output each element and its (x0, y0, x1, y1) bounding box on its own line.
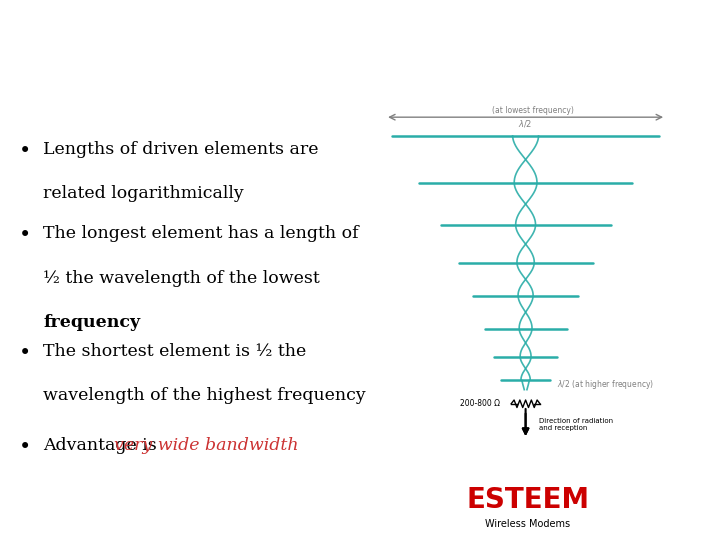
Text: The shortest element is ½ the: The shortest element is ½ the (43, 343, 307, 360)
Text: The longest element has a length of: The longest element has a length of (43, 225, 359, 242)
Text: $\lambda/2$ (at higher frequency): $\lambda/2$ (at higher frequency) (557, 379, 654, 392)
Text: •: • (19, 343, 32, 363)
Text: ESTEEM: ESTEEM (466, 485, 590, 514)
Text: •: • (19, 437, 32, 457)
Text: $\lambda/2$: $\lambda/2$ (518, 118, 533, 129)
Text: 📖: 📖 (22, 19, 37, 44)
Text: Lengths of driven elements are: Lengths of driven elements are (43, 140, 319, 158)
Text: (at lowest frequency): (at lowest frequency) (492, 106, 574, 115)
Text: •: • (19, 140, 32, 161)
Text: related logarithmically: related logarithmically (43, 185, 244, 202)
Text: Advantage is: Advantage is (43, 437, 163, 454)
Text: very wide bandwidth: very wide bandwidth (114, 437, 298, 454)
Text: Wireless Modems: Wireless Modems (485, 519, 570, 529)
Text: 200-800 Ω: 200-800 Ω (460, 399, 500, 408)
Text: wavelength of the highest frequency: wavelength of the highest frequency (43, 387, 366, 404)
Text: ½ the wavelength of the lowest: ½ the wavelength of the lowest (43, 270, 320, 287)
Text: Log-Periodic Antenna: Log-Periodic Antenna (86, 23, 457, 54)
Text: •: • (19, 225, 32, 245)
Text: Direction of radiation
and reception: Direction of radiation and reception (539, 418, 613, 431)
Text: frequency: frequency (43, 314, 140, 332)
